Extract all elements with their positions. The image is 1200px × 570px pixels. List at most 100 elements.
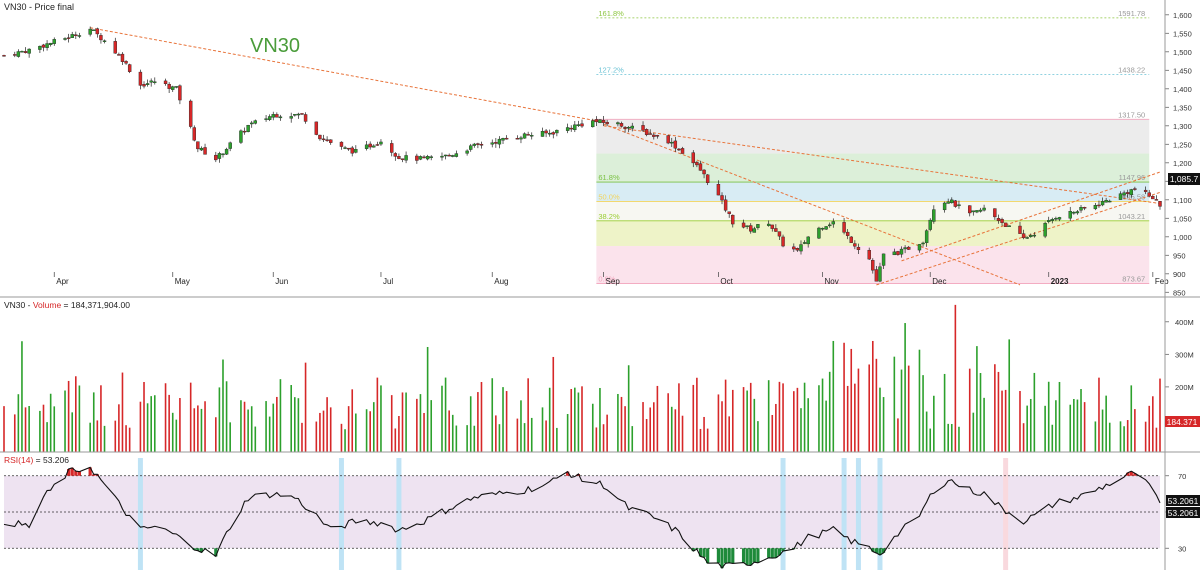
candle-body bbox=[1143, 189, 1148, 192]
volume-bar bbox=[950, 423, 953, 452]
volume-bar bbox=[893, 356, 896, 452]
candle-body bbox=[145, 83, 150, 85]
volume-bar bbox=[423, 412, 425, 452]
volume-bar bbox=[599, 387, 601, 452]
volume-bar bbox=[390, 395, 393, 452]
volume-bar bbox=[419, 394, 422, 452]
candle-body bbox=[580, 123, 584, 127]
volume-bar bbox=[78, 385, 81, 452]
x-tick-label: Feb bbox=[1155, 277, 1169, 286]
fib-price-label: 1147.96 bbox=[1119, 173, 1146, 182]
candle-body bbox=[551, 132, 555, 135]
candle-body bbox=[802, 242, 807, 244]
candle-body bbox=[479, 143, 484, 146]
candle-body bbox=[278, 116, 283, 119]
candle-body bbox=[142, 84, 146, 87]
volume-bar bbox=[681, 415, 684, 452]
candle-body bbox=[346, 147, 351, 150]
volume-bar bbox=[1098, 377, 1100, 452]
candle-body bbox=[756, 224, 760, 228]
candle-body bbox=[906, 246, 911, 250]
candle-body bbox=[497, 138, 502, 145]
candle-body bbox=[1108, 200, 1112, 203]
volume-bar bbox=[1022, 423, 1025, 452]
volume-bar bbox=[728, 416, 730, 452]
candle-body bbox=[99, 35, 103, 41]
volume-bar bbox=[1101, 409, 1104, 452]
candle-body bbox=[74, 34, 78, 36]
last-price-label: 1,085.7 bbox=[1170, 174, 1199, 184]
candle-body bbox=[652, 134, 656, 137]
candle-body bbox=[616, 122, 620, 125]
candle-body bbox=[626, 127, 631, 129]
volume-bar bbox=[1058, 381, 1061, 452]
candle-body bbox=[1050, 219, 1054, 221]
rsi-oversold-fill bbox=[192, 548, 886, 569]
volume-bar bbox=[879, 387, 881, 452]
candle-body bbox=[117, 54, 121, 56]
candle-body bbox=[163, 80, 168, 85]
volume-bar bbox=[146, 403, 149, 452]
fib-level-label: 50.0% bbox=[598, 192, 620, 201]
rsi-highlight bbox=[855, 458, 861, 570]
volume-bar bbox=[850, 348, 853, 452]
rsi-tick-label: 30 bbox=[1178, 544, 1186, 553]
volume-bar bbox=[92, 392, 95, 452]
candle-body bbox=[224, 148, 229, 155]
candle-body bbox=[95, 28, 100, 35]
candle-body bbox=[289, 116, 293, 119]
candle-body bbox=[472, 143, 476, 146]
price-pane: 161.8% 1591.78 127.2% 1438.22 1317.50 61.8% 11… bbox=[2, 9, 1192, 297]
volume-bar bbox=[272, 403, 275, 452]
candle-body bbox=[418, 156, 423, 160]
volume-bar bbox=[642, 402, 644, 452]
volume-bar bbox=[749, 382, 752, 452]
volume-bar bbox=[979, 373, 982, 452]
volume-bar bbox=[742, 387, 745, 452]
x-tick-label: 2023 bbox=[1051, 277, 1069, 286]
candle-body bbox=[1007, 225, 1011, 227]
candle-body bbox=[1093, 204, 1098, 210]
volume-bar bbox=[929, 428, 932, 452]
volume-bar bbox=[128, 427, 131, 452]
fib-price-label: 1591.78 bbox=[1118, 9, 1145, 18]
volume-bar bbox=[943, 373, 946, 452]
watermark: VN30 bbox=[250, 35, 300, 57]
candle-body bbox=[504, 137, 509, 140]
volume-bar bbox=[96, 420, 99, 452]
volume-bar bbox=[380, 385, 382, 452]
price-tick-label: 1,300 bbox=[1173, 122, 1192, 131]
candle-body bbox=[544, 130, 548, 134]
candle-body bbox=[372, 145, 376, 148]
volume-bar bbox=[204, 401, 206, 452]
x-tick-label: Nov bbox=[825, 277, 839, 286]
volume-bar bbox=[426, 346, 429, 452]
volume-bar bbox=[566, 414, 569, 452]
volume-bar bbox=[153, 395, 156, 452]
candle-body bbox=[1029, 235, 1033, 237]
candle-body bbox=[928, 219, 932, 230]
candle-body bbox=[174, 86, 179, 88]
candle-body bbox=[749, 225, 753, 232]
volume-bar bbox=[606, 414, 608, 452]
volume-bar bbox=[1047, 381, 1050, 452]
candle-body bbox=[63, 38, 67, 40]
candle-body bbox=[325, 139, 329, 141]
rsi-highlight bbox=[396, 458, 402, 570]
trendline bbox=[90, 27, 604, 123]
volume-bar bbox=[527, 378, 529, 452]
volume-bar bbox=[706, 428, 709, 452]
rsi-title-name: RSI(14) bbox=[4, 455, 33, 465]
volume-bar bbox=[46, 422, 48, 452]
candle-body bbox=[192, 127, 196, 141]
candle-body bbox=[648, 133, 652, 135]
candle-body bbox=[655, 135, 660, 137]
price-tick-label: 1,200 bbox=[1173, 159, 1192, 168]
volume-bar bbox=[674, 409, 677, 452]
price-tick-label: 1,450 bbox=[1173, 66, 1192, 75]
volume-tick-label: 200M bbox=[1175, 383, 1194, 392]
volume-bar bbox=[225, 381, 228, 452]
candle-body bbox=[1158, 201, 1162, 207]
candle-body bbox=[138, 71, 143, 86]
x-tick-label: Apr bbox=[56, 277, 69, 286]
